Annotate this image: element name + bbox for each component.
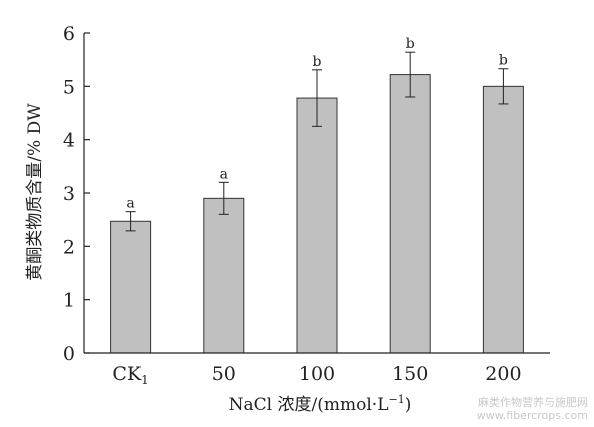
y-tick-label: 0 [63, 343, 75, 365]
x-tick-label: 200 [485, 363, 521, 385]
significance-letter: a [220, 166, 228, 182]
significance-letter: b [406, 36, 415, 52]
bars-group: a a b b b [110, 36, 524, 354]
x-axis-ticks: CK1 50 100 150 200 [112, 363, 521, 387]
significance-letter: b [499, 53, 508, 69]
x-tick-label: 100 [299, 363, 335, 385]
y-tick-label: 6 [63, 23, 75, 45]
x-axis-title: NaCl 浓度/(mmol·L−1) [229, 393, 412, 415]
significance-letter: a [126, 196, 134, 212]
watermark-line1: 麻类作物营养与施肥网 [478, 395, 588, 409]
x-tick-label: 50 [212, 363, 236, 385]
y-axis-title: 黄酮类物质含量/% DW [25, 103, 45, 281]
x-tick-label: 150 [392, 363, 428, 385]
bar [389, 74, 431, 354]
watermark-line2: www.fibercrops.com [477, 409, 588, 422]
y-tick-label: 4 [63, 130, 75, 152]
bar [110, 220, 152, 354]
y-axis-ticks: 0 1 2 3 4 5 6 [63, 23, 90, 365]
x-tick-label: CK1 [112, 363, 148, 387]
y-tick-label: 5 [63, 76, 75, 98]
y-tick-label: 3 [63, 183, 75, 205]
x-axis-title-close: ) [405, 395, 412, 415]
bar [482, 85, 524, 354]
y-tick-label: 2 [63, 236, 75, 258]
x-axis-title-superscript: −1 [388, 393, 404, 406]
bar [296, 97, 338, 354]
significance-letter: b [313, 54, 322, 70]
y-tick-label: 1 [63, 290, 75, 312]
bar [203, 197, 245, 354]
